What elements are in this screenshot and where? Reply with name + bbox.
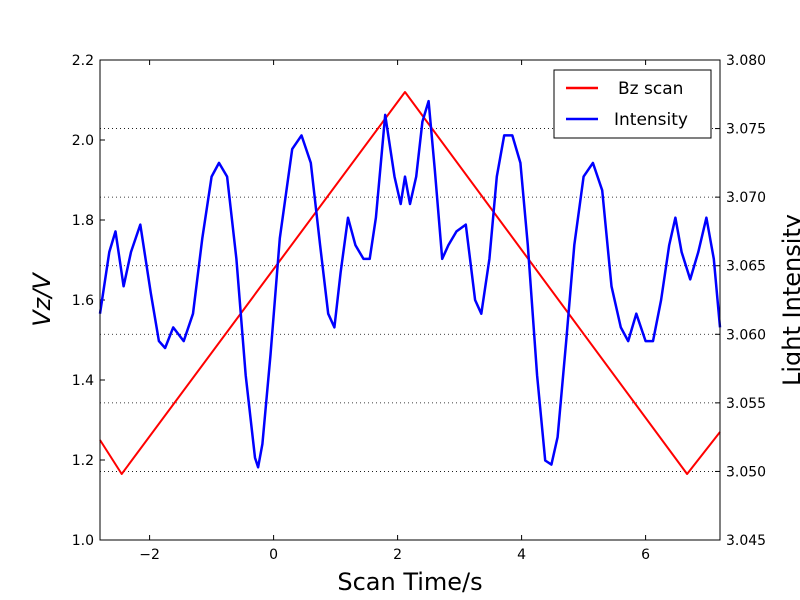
y-left-tick-label: 1.4 xyxy=(72,373,94,389)
series-layer xyxy=(98,91,722,475)
x-tick-label: 6 xyxy=(641,547,650,563)
y-left-tick-label: 1.6 xyxy=(72,293,94,309)
y-right-tick-label: 3.045 xyxy=(726,533,766,549)
x-tick-label: −2 xyxy=(139,547,160,563)
legend-box xyxy=(553,69,712,139)
legend-label-intensity: Intensity xyxy=(614,110,688,130)
y-right-tick-label: 3.060 xyxy=(726,327,766,343)
y-left-tick-label: 2.2 xyxy=(72,53,94,69)
legend-label-bz-scan: Bz scan xyxy=(618,79,683,99)
series-line-intensity xyxy=(98,99,722,469)
x-tick-label: 4 xyxy=(517,547,526,563)
y-left-tick-label: 1.8 xyxy=(72,213,94,229)
x-axis-title: Scan Time/s xyxy=(337,568,482,596)
y-right-tick-label: 3.075 xyxy=(726,122,766,138)
plot-background xyxy=(100,60,720,540)
y-right-tick-label: 3.065 xyxy=(726,259,766,275)
plot-frame xyxy=(99,59,721,541)
y-right-tick-label: 3.055 xyxy=(726,396,766,412)
legend: Bz scan Intensity xyxy=(553,69,712,139)
x-tick-label: 0 xyxy=(269,547,278,563)
x-tick-label: 2 xyxy=(393,547,402,563)
series-line-bz-scan xyxy=(99,91,721,475)
y-left-tick-label: 2.0 xyxy=(72,133,94,149)
y-left-axis-title: Vz/V xyxy=(28,272,56,327)
y-right-axis-title: Light Intensity xyxy=(778,214,800,386)
y-right-tick-label: 3.070 xyxy=(726,190,766,206)
y-left-tick-label: 1.2 xyxy=(72,453,94,469)
y-right-tick-label: 3.080 xyxy=(726,53,766,69)
y-left-tick-label: 1.0 xyxy=(72,533,94,549)
y-right-tick-label: 3.050 xyxy=(726,464,766,480)
tick-labels: −2 0 2 4 6 1.0 1.2 1.4 1.6 1.8 2.0 2.2 3.045 3.050 3.0… xyxy=(72,53,766,563)
